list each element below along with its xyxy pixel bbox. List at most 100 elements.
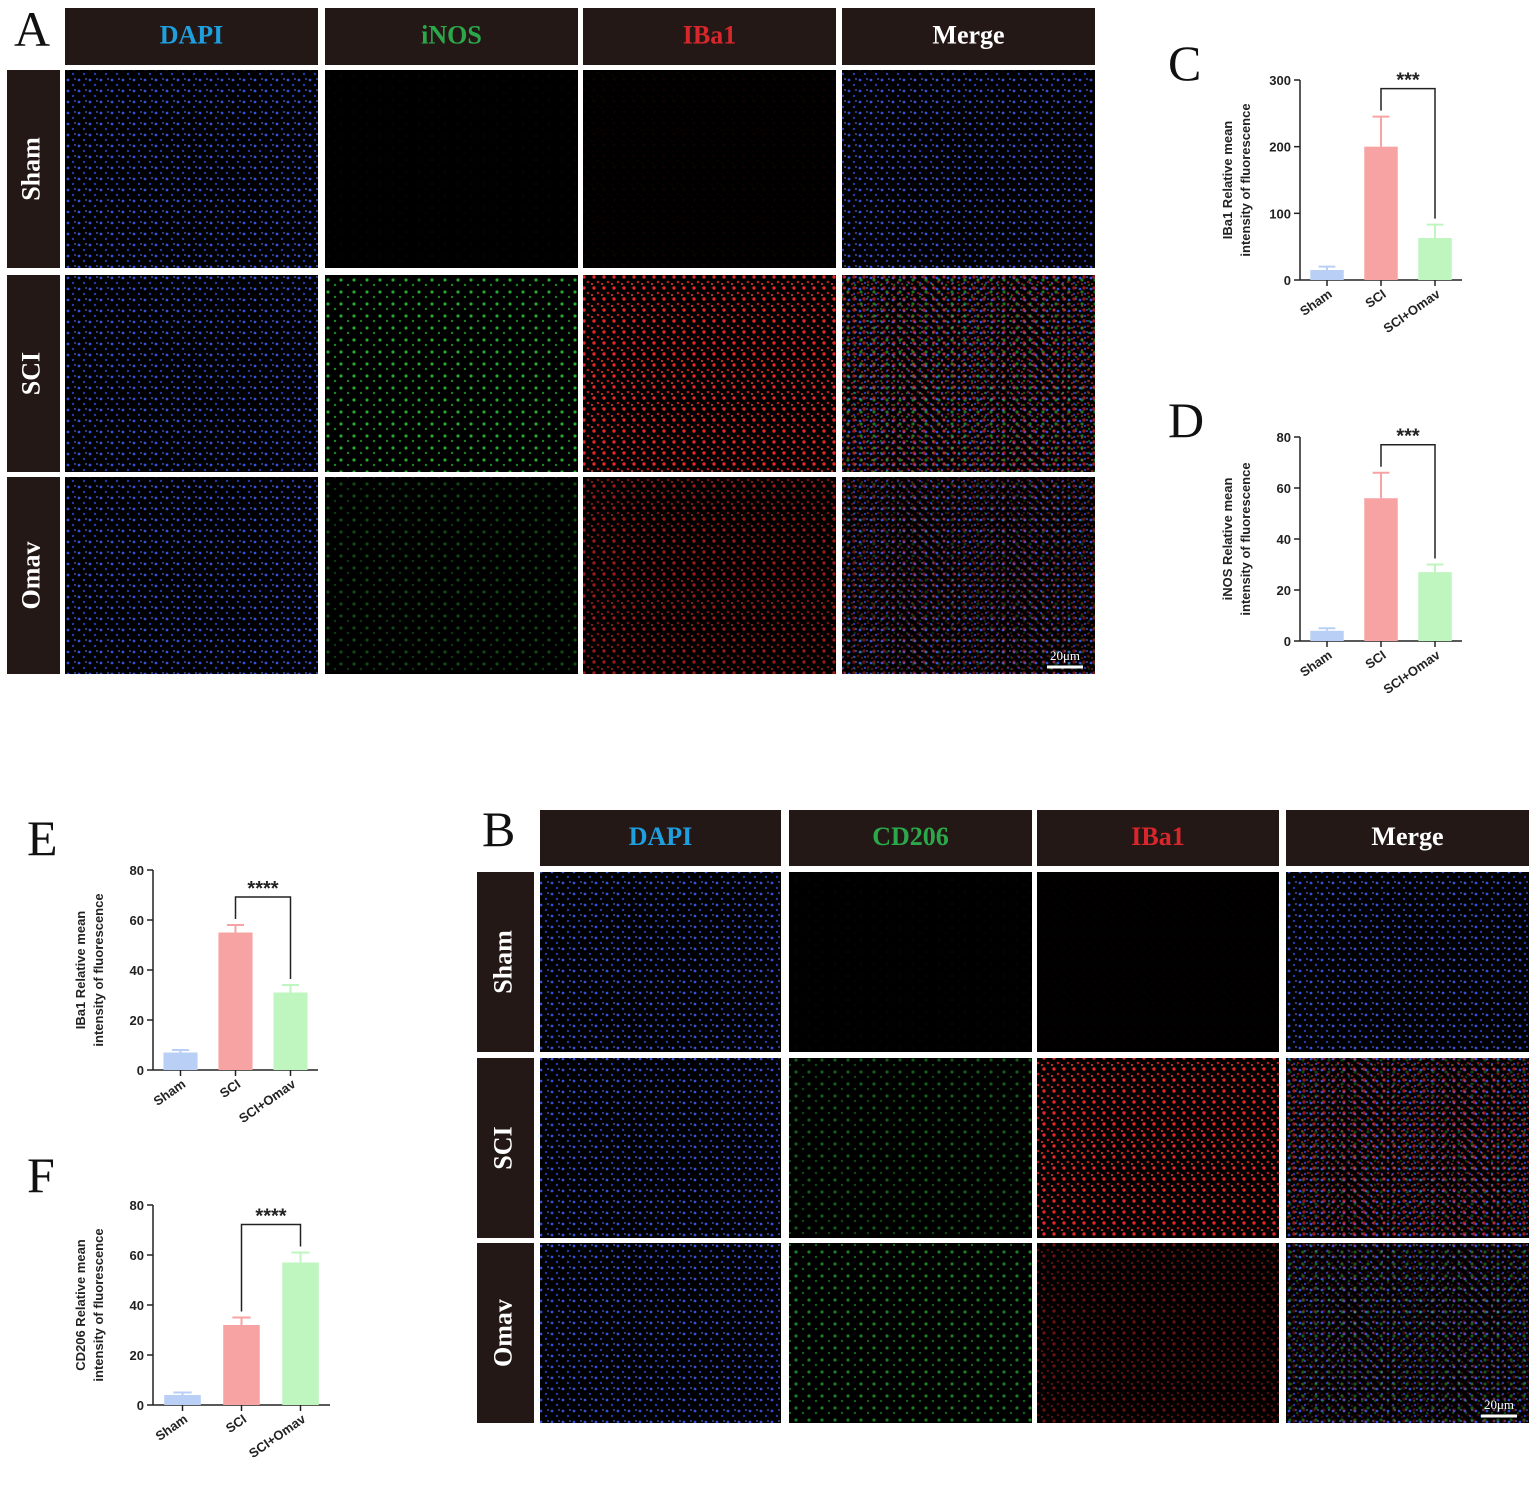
panel-letter: B (482, 801, 515, 857)
row-label-bg (7, 477, 60, 674)
bar (218, 932, 253, 1070)
row-label: Sham (488, 930, 517, 994)
significance-bracket (240, 1223, 302, 1312)
column-header: IBa1 (1131, 822, 1184, 851)
column-header: DAPI (629, 822, 693, 851)
x-tick-label: SCI+Omav (1381, 286, 1444, 336)
y-axis-label: IBa1 Relative mean (1220, 121, 1235, 240)
row-label-bg (477, 872, 534, 1052)
column-header: DAPI (160, 20, 224, 49)
significance-label: *** (1396, 426, 1420, 448)
y-tick-label: 40 (130, 1298, 144, 1313)
bar (1364, 146, 1398, 280)
column-header-bg (842, 8, 1095, 65)
y-tick-label: 20 (130, 1013, 144, 1028)
micrograph-green (325, 70, 578, 268)
micrograph-blue (540, 872, 781, 1052)
row-label-bg (7, 275, 60, 472)
micrograph-blue (540, 1243, 781, 1423)
x-tick-label: Sham (1297, 647, 1335, 680)
bar (1310, 630, 1344, 641)
significance-label: **** (255, 1206, 286, 1228)
micrograph-green (789, 1058, 1032, 1238)
y-axis-label: IBa1 Relative mean (73, 911, 88, 1030)
row-label: SCI (16, 352, 45, 395)
column-header-bg (583, 8, 836, 65)
bar (164, 1395, 201, 1405)
panel-letter: F (27, 1147, 55, 1203)
y-tick-label: 80 (1277, 430, 1291, 445)
significance-bracket (1380, 443, 1436, 559)
micrograph-red (1037, 1243, 1279, 1423)
column-header: Merge (932, 20, 1004, 49)
x-tick-label: Sham (153, 1411, 191, 1444)
micrograph-red (1037, 872, 1279, 1052)
y-tick-label: 0 (137, 1398, 144, 1413)
y-tick-label: 20 (1277, 583, 1291, 598)
y-tick-label: 80 (130, 1198, 144, 1213)
y-tick-label: 40 (1277, 532, 1291, 547)
y-tick-label: 200 (1269, 140, 1291, 155)
y-tick-label: 60 (130, 913, 144, 928)
panel-letter: E (27, 810, 58, 866)
micrograph-green (325, 477, 578, 674)
micrograph-red (583, 275, 836, 472)
significance-bracket (234, 896, 292, 979)
y-axis-label: intensity of fluorescence (91, 893, 106, 1046)
micrograph-red (583, 477, 836, 674)
significance-label: *** (1396, 70, 1420, 92)
y-axis-label: intensity of fluorescence (91, 1228, 106, 1381)
bar (282, 1262, 319, 1405)
column-header: CD206 (872, 822, 949, 851)
x-tick-label: SCI+Omav (246, 1411, 309, 1461)
panel-letter: A (14, 1, 50, 57)
column-header-bg (1037, 810, 1279, 866)
row-label: Sham (16, 137, 45, 201)
bar (1310, 270, 1344, 280)
significance-bracket (1380, 87, 1436, 219)
y-tick-label: 0 (1284, 273, 1291, 288)
y-axis-label: iNOS Relative mean (1220, 478, 1235, 601)
micrograph-red (842, 70, 1095, 268)
micrograph-red (583, 70, 836, 268)
micrograph-blue (65, 70, 318, 268)
column-header-bg (789, 810, 1032, 866)
column-header-bg (540, 810, 781, 866)
micrograph-red (1286, 1058, 1529, 1238)
column-header: IBa1 (683, 20, 736, 49)
y-tick-label: 60 (1277, 481, 1291, 496)
micrograph (325, 70, 578, 268)
micrograph (789, 872, 1032, 1052)
micrograph-blue (540, 1058, 781, 1238)
x-tick-label: Sham (151, 1076, 189, 1109)
column-header: Merge (1371, 822, 1443, 851)
column-header: iNOS (421, 20, 482, 49)
micrograph-red (842, 275, 1095, 472)
bar (1418, 572, 1452, 641)
micrograph-green (789, 872, 1032, 1052)
micrograph-blue (65, 275, 318, 472)
row-label-bg (477, 1243, 534, 1423)
x-tick-label: SCI (1362, 286, 1388, 311)
micrograph-green (325, 275, 578, 472)
x-tick-label: SCI (1362, 647, 1388, 672)
bar (163, 1052, 198, 1070)
y-tick-label: 60 (130, 1248, 144, 1263)
micrograph-red (842, 477, 1095, 674)
micrograph-red (1037, 1058, 1279, 1238)
micrograph-blue (842, 70, 1095, 268)
y-tick-label: 80 (130, 863, 144, 878)
x-tick-label: SCI+Omav (1381, 647, 1444, 697)
bar (273, 992, 308, 1070)
y-tick-label: 0 (1284, 634, 1291, 649)
x-tick-label: SCI (217, 1076, 243, 1101)
micrograph-blue (1286, 872, 1529, 1052)
y-tick-label: 100 (1269, 206, 1291, 221)
row-label-bg (7, 70, 60, 268)
micrograph-red (1286, 872, 1529, 1052)
bar (1418, 238, 1452, 280)
bar (1364, 498, 1398, 641)
micrograph-red (1286, 1243, 1529, 1423)
row-label-bg (477, 1058, 534, 1238)
